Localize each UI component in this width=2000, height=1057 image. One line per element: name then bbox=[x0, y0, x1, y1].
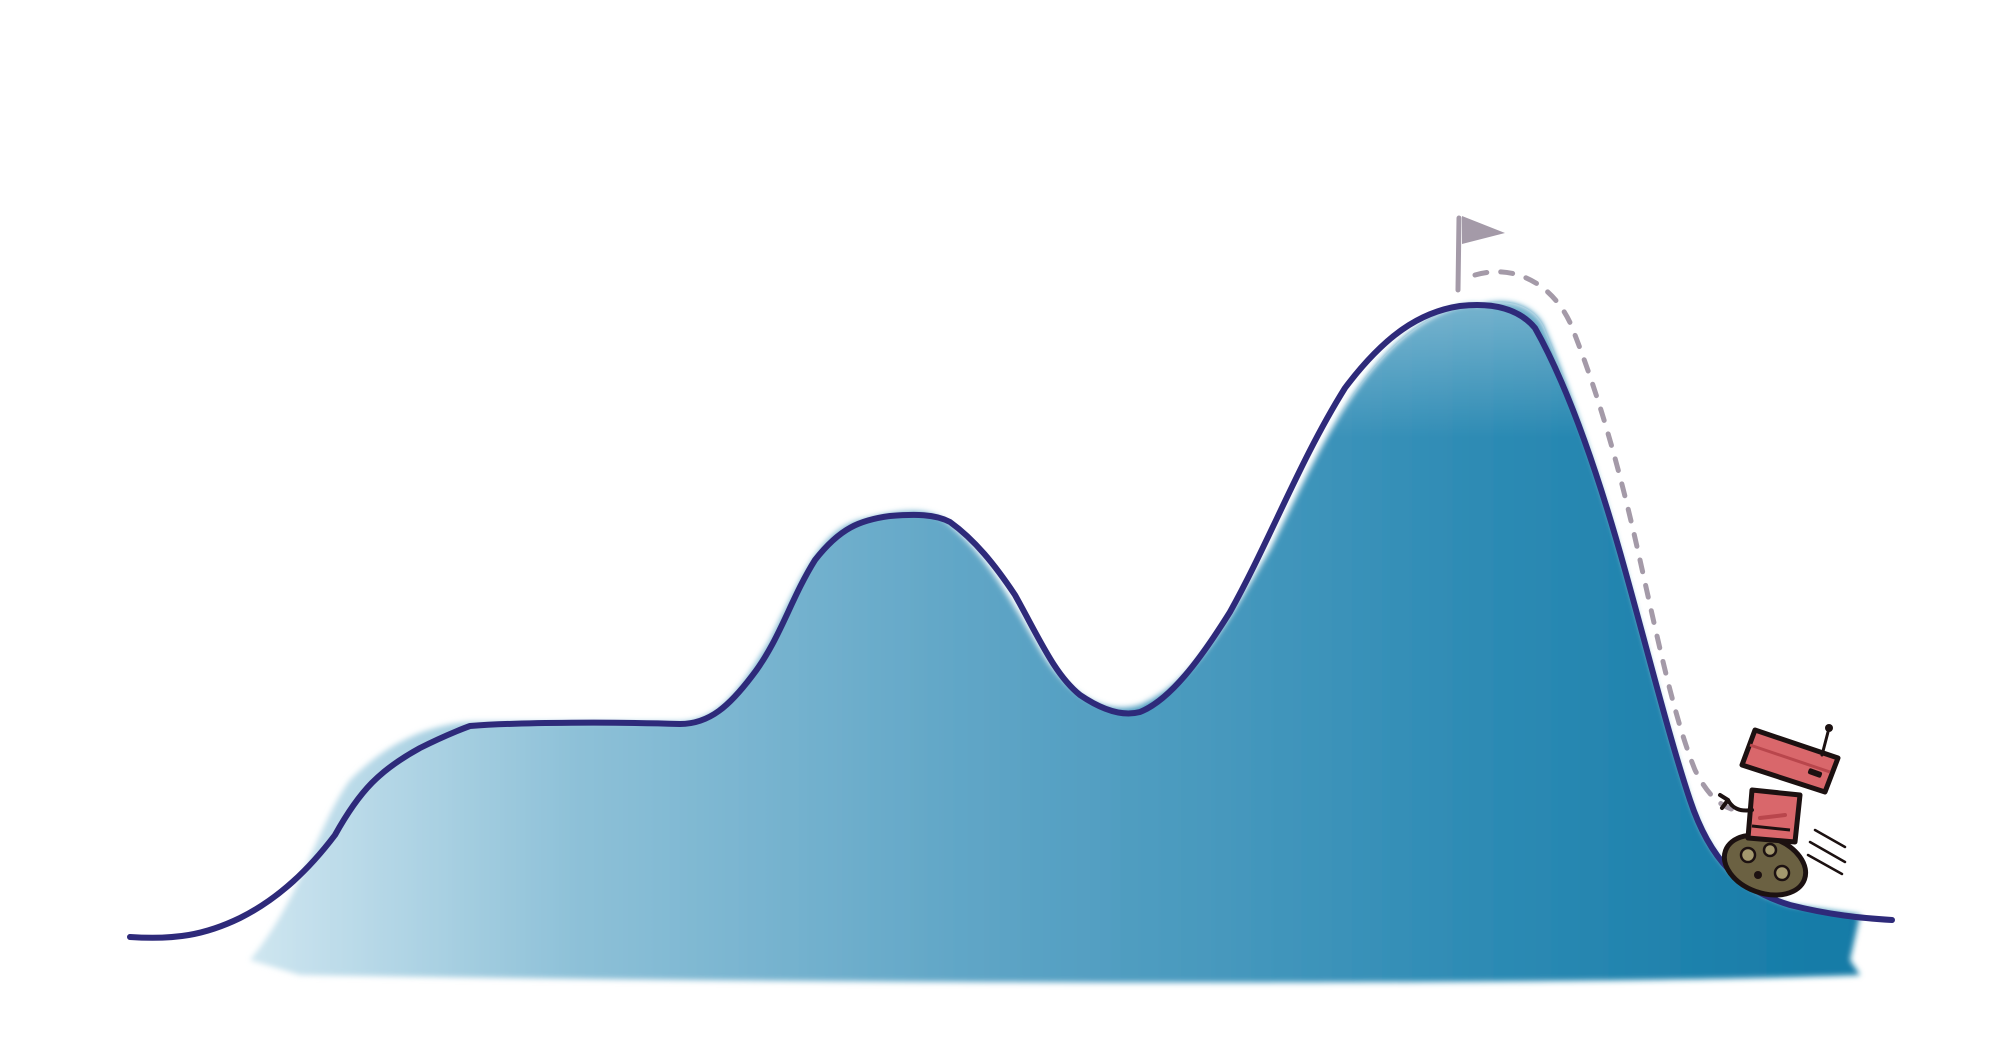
fall-trail bbox=[1472, 269, 1748, 815]
robot-body bbox=[1718, 787, 1803, 845]
motion-lines-icon bbox=[1806, 828, 1847, 876]
hill-highlight bbox=[250, 302, 1860, 983]
robot-icon bbox=[1718, 724, 1847, 898]
robot-tread bbox=[1721, 832, 1809, 898]
robot-head bbox=[1739, 724, 1841, 795]
flag-icon bbox=[1455, 215, 1505, 293]
hill-outline bbox=[127, 302, 1895, 941]
